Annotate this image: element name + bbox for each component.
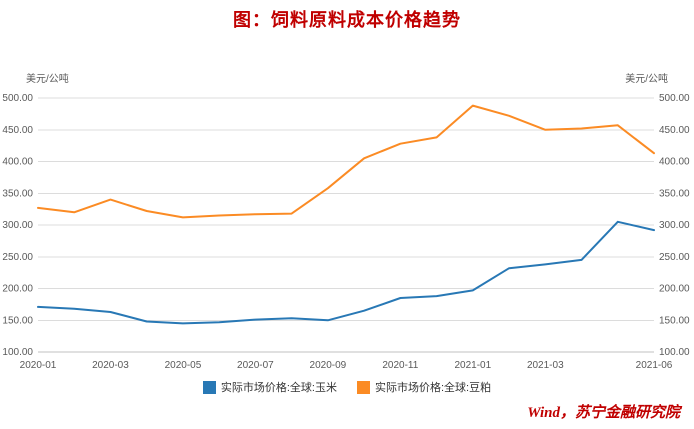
- svg-text:350.00: 350.00: [659, 188, 690, 199]
- svg-text:2020-07: 2020-07: [237, 360, 274, 371]
- svg-text:450.00: 450.00: [2, 125, 33, 136]
- chart-title: 图：饲料原料成本价格趋势: [233, 10, 461, 30]
- svg-text:500.00: 500.00: [659, 93, 690, 104]
- source-watermark: Wind，苏宁金融研究院: [527, 405, 680, 421]
- svg-text:200.00: 200.00: [659, 284, 690, 295]
- svg-text:美元/公吨: 美元/公吨: [26, 72, 69, 85]
- line-chart: 美元/公吨 美元/公吨 100.00 100.00 150.00 150.00 200.00…: [2, 72, 690, 371]
- svg-text:100.00: 100.00: [2, 347, 33, 358]
- svg-text:2020-03: 2020-03: [92, 360, 129, 371]
- legend-item-corn[interactable]: 实际市场价格:全球:玉米: [202, 379, 337, 395]
- legend-swatch-corn-icon: [202, 380, 216, 394]
- svg-text:150.00: 150.00: [659, 315, 690, 326]
- svg-text:200.00: 200.00: [2, 284, 33, 295]
- svg-text:250.00: 250.00: [659, 252, 690, 263]
- svg-text:2021-01: 2021-01: [454, 360, 491, 371]
- svg-text:300.00: 300.00: [659, 220, 690, 231]
- svg-text:400.00: 400.00: [659, 157, 690, 168]
- legend-swatch-soybean-meal-icon: [357, 380, 370, 394]
- svg-text:450.00: 450.00: [659, 125, 690, 136]
- svg-text:2020-01: 2020-01: [20, 360, 57, 371]
- svg-text:500.00: 500.00: [2, 93, 33, 104]
- legend-item-soybean-meal[interactable]: 实际市场价格:全球:豆粕: [357, 379, 491, 395]
- svg-text:2020-05: 2020-05: [165, 360, 202, 371]
- svg-text:350.00: 350.00: [2, 188, 33, 199]
- legend: 实际市场价格:全球:玉米 实际市场价格:全球:豆粕: [0, 379, 694, 395]
- svg-text:300.00: 300.00: [2, 220, 33, 231]
- svg-text:150.00: 150.00: [2, 315, 33, 326]
- svg-text:美元/公吨: 美元/公吨: [625, 72, 668, 85]
- svg-text:2021-03: 2021-03: [527, 360, 564, 371]
- svg-text:250.00: 250.00: [2, 252, 33, 263]
- svg-text:2021-06: 2021-06: [636, 360, 673, 371]
- svg-text:100.00: 100.00: [659, 347, 690, 358]
- svg-text:2020-09: 2020-09: [310, 360, 347, 371]
- legend-label-soybean-meal: 实际市场价格:全球:豆粕: [375, 382, 492, 394]
- svg-text:400.00: 400.00: [2, 157, 33, 168]
- legend-label-corn: 实际市场价格:全球:玉米: [220, 382, 337, 394]
- svg-text:2020-11: 2020-11: [382, 360, 418, 371]
